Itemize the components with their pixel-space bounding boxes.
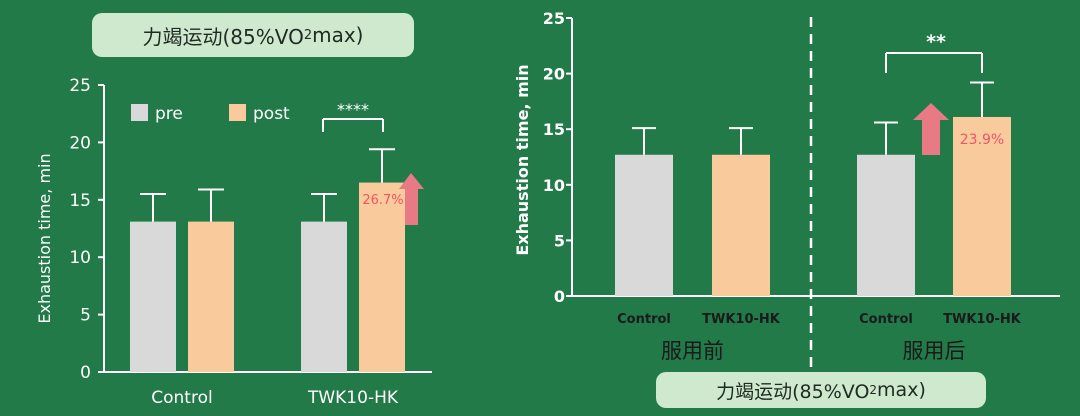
right-y-tick-label: 0 [554,287,565,306]
right-group-label: 服用前 [661,339,724,363]
right-sig-stars: ** [926,31,946,53]
right-y-tick-label: 5 [554,231,565,250]
left-bar-pre [301,221,347,372]
left-increase-label: 26.7% [362,193,403,208]
left-y-tick-label: 0 [80,363,91,383]
left-y-tick-label: 25 [69,76,91,96]
left-bar-post [359,182,405,372]
right-bar-control [615,154,673,296]
right-title-suffix: max) [877,379,926,401]
right-bar-control [857,154,915,296]
left-sig-stars: **** [337,100,369,119]
right-x-tick-label: Control [859,312,913,327]
left-y-tick-label: 5 [80,306,91,326]
legend-swatch-post [229,104,246,121]
right-title-pill: 力竭运动(85%VO 2 max) [656,372,986,408]
left-title-prefix: 力竭运动(85%VO [142,24,304,49]
right-increase-label: 23.9% [960,132,1004,148]
right-y-tick-label: 25 [543,9,565,28]
right-bar-twk10 [712,154,770,296]
left-x-tick-label: TWK10-HK [307,388,399,408]
left-y-tick-label: 10 [69,248,91,268]
right-title-prefix: 力竭运动(85%VO [716,380,870,403]
right-y-tick-label: 10 [543,176,565,195]
left-y-tick-label: 15 [69,191,91,211]
right-increase-arrow [913,103,949,155]
right-x-tick-label: Control [617,312,671,327]
left-bar-post [188,221,234,372]
right-title-subscript: 2 [869,383,878,397]
right-x-tick-label: TWK10-HK [702,312,781,327]
left-y-axis-label: Exhaustion time, min [35,153,54,323]
legend-label-post: post [253,104,290,124]
right-y-tick-label: 15 [543,120,565,139]
right-y-axis-label: Exhaustion time, min [513,64,532,255]
left-title-pill: 力竭运动(85%VO 2 max) [92,13,414,57]
right-bar-twk10 [953,116,1011,296]
left-y-tick-label: 20 [69,133,91,153]
right-group-label: 服用后 [903,339,966,363]
legend-label-pre: pre [155,104,183,124]
left-title-suffix: max) [312,23,364,47]
right-y-tick-label: 20 [543,65,565,84]
left-title-subscript: 2 [303,27,313,43]
left-increase-arrow [399,173,424,225]
legend-swatch-pre [131,104,148,121]
left-bar-pre [130,221,176,372]
right-x-tick-label: TWK10-HK [943,312,1022,327]
left-x-tick-label: Control [151,388,212,408]
